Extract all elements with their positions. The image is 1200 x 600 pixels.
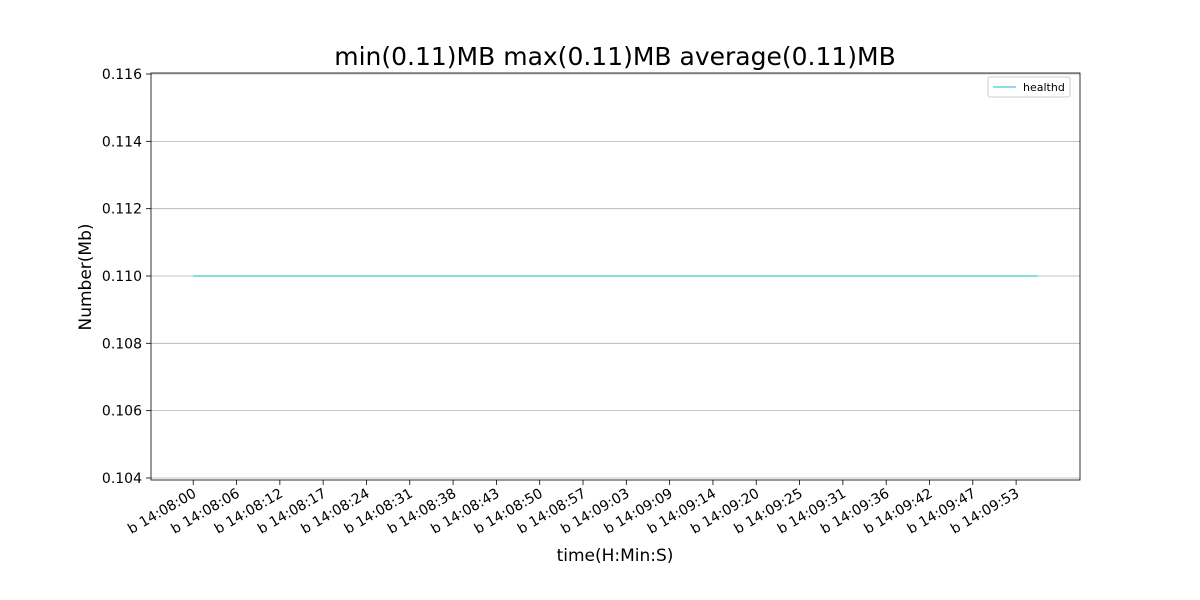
y-tick-label: 0.104 [102,471,142,487]
legend-box [987,76,1071,98]
plot-frame [150,72,1081,481]
y-tick-label: 0.108 [102,336,142,352]
y-axis-label: Number(Mb) [76,223,96,330]
x-axis-label: time(H:Min:S) [557,546,674,566]
y-tick-label: 0.114 [102,134,142,150]
legend-label: healthd [1023,81,1065,94]
chart-title: min(0.11)MB max(0.11)MB average(0.11)MB [334,42,896,71]
y-tick-label: 0.106 [102,404,142,420]
y-tick-label: 0.116 [102,67,142,83]
y-tick-label: 0.110 [102,269,142,285]
y-tick-label: 0.112 [102,202,142,218]
